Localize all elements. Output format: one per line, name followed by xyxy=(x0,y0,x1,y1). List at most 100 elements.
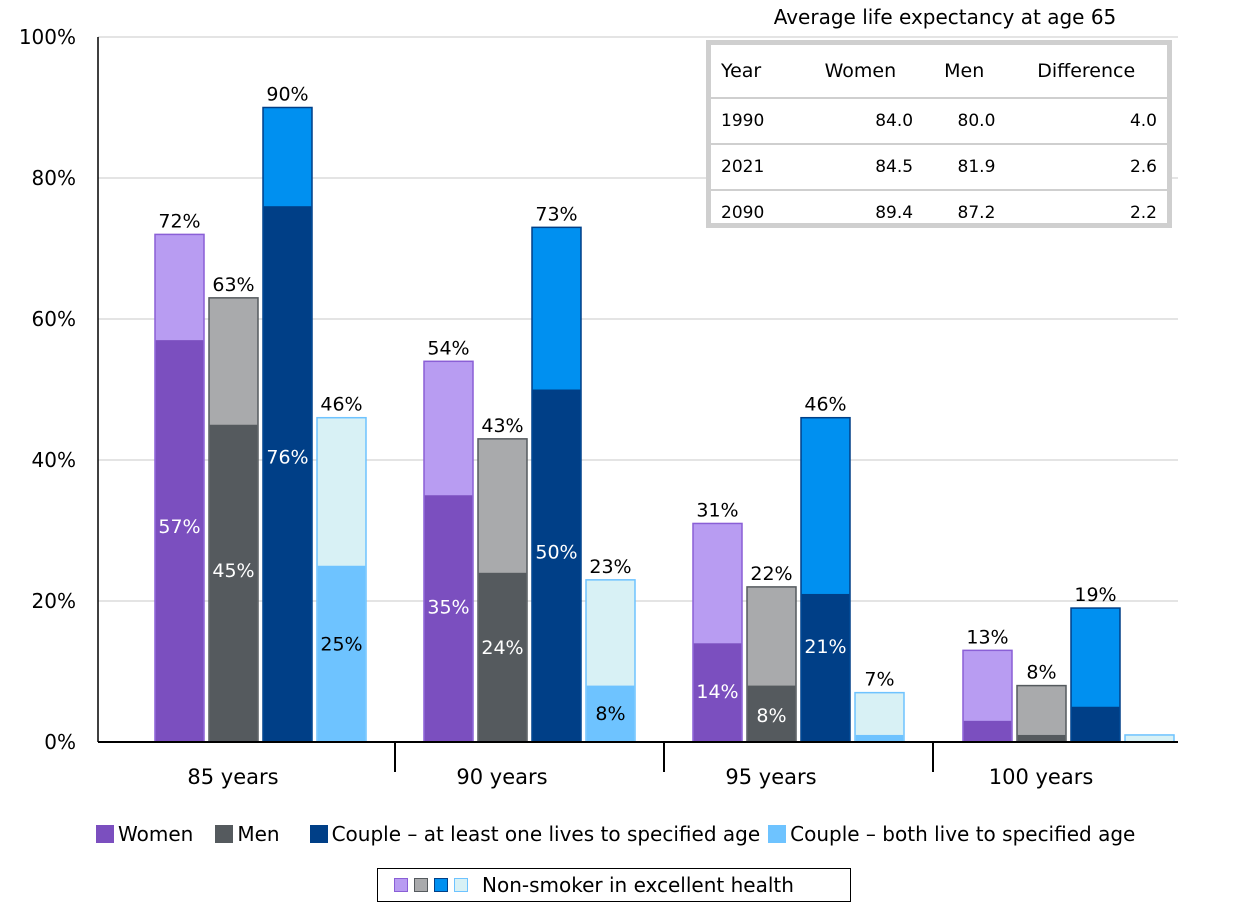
x-category-label: 95 years xyxy=(725,765,816,789)
life-table-cell: 84.5 xyxy=(797,144,924,191)
legend-item: Couple – at least one lives to specified… xyxy=(309,822,761,846)
life-table-cell: 80.0 xyxy=(923,98,1006,145)
y-tick-label: 20% xyxy=(32,589,76,613)
life-table-row: 2090 89.4 87.2 2.2 xyxy=(711,190,1167,235)
bar-average xyxy=(801,593,850,742)
data-label-average: 50% xyxy=(535,542,577,564)
legend-swatch xyxy=(96,825,114,843)
legend-label: Men xyxy=(237,822,280,846)
legend-item: Women xyxy=(96,822,193,846)
life-table-cell: 2.6 xyxy=(1005,144,1167,191)
legend-swatch xyxy=(309,825,328,843)
non-smoker-swatch xyxy=(454,878,468,892)
bar-average xyxy=(424,495,473,742)
bar-non-smoker xyxy=(1124,734,1175,743)
legend-swatch xyxy=(768,825,787,843)
legend-item: Couple – both live to specified age xyxy=(768,822,1135,846)
life-table-row: 2021 84.5 81.9 2.6 xyxy=(711,144,1167,191)
bar-average xyxy=(693,643,742,742)
x-category-label: 100 years xyxy=(989,765,1094,789)
y-tick-label: 80% xyxy=(32,166,76,190)
y-axis-ticks: 0% 20% 40% 60% 80% 100% xyxy=(19,25,99,754)
bar-non-smoker xyxy=(854,691,905,743)
legend-label: Women xyxy=(118,822,194,846)
data-label-non-smoker: 13% xyxy=(966,626,1008,648)
x-axis: 85 years 90 years 95 years 100 years xyxy=(98,741,1178,789)
bars xyxy=(154,106,1175,743)
bar-average xyxy=(155,340,204,742)
legend-swatch xyxy=(215,825,234,843)
data-label-average: 14% xyxy=(696,681,738,703)
bar-average xyxy=(855,734,904,742)
data-label-average: 45% xyxy=(212,560,254,582)
x-category-label: 85 years xyxy=(187,765,278,789)
data-label-average: 24% xyxy=(481,637,523,659)
life-table-header: Year xyxy=(711,45,798,99)
data-label-non-smoker: 90% xyxy=(266,84,308,106)
data-label-average: 57% xyxy=(158,516,200,538)
life-expectancy-table: Year Women Men Difference 1990 84.0 80.0 4.0 20… xyxy=(706,40,1172,228)
life-table-cell: 81.9 xyxy=(923,144,1006,191)
life-table-header: Women xyxy=(797,45,924,99)
y-tick-label: 60% xyxy=(32,307,76,331)
data-label-non-smoker: 54% xyxy=(427,337,469,359)
life-table-header-row: Year Women Men Difference xyxy=(711,45,1167,99)
life-table-title: Average life expectancy at age 65 xyxy=(773,5,1117,29)
life-table-cell: 4.0 xyxy=(1005,98,1167,145)
non-smoker-swatches xyxy=(394,873,474,897)
data-label-non-smoker: 23% xyxy=(589,556,631,578)
life-table-cell: 2090 xyxy=(721,203,765,223)
data-label-non-smoker: 72% xyxy=(158,210,200,232)
data-label-non-smoker: 7% xyxy=(864,669,894,691)
non-smoker-legend-label: Non-smoker in excellent health xyxy=(482,873,794,897)
life-table-cell: 2021 xyxy=(711,144,798,191)
life-table-header: Difference xyxy=(1005,45,1167,99)
data-label-average: 8% xyxy=(595,703,625,725)
data-label-average: 76% xyxy=(266,446,308,468)
non-smoker-legend: Non-smoker in excellent health xyxy=(377,868,851,902)
non-smoker-swatch xyxy=(434,878,448,892)
life-table-cell: 1990 xyxy=(711,98,798,145)
data-label-non-smoker: 63% xyxy=(212,274,254,296)
bar-average xyxy=(263,206,312,742)
bar-average xyxy=(317,565,366,742)
bar-average xyxy=(1071,706,1120,742)
data-label-average: 35% xyxy=(427,597,469,619)
life-table-body: 1990 84.0 80.0 4.0 2021 84.5 81.9 2.6 2090 89.4 87… xyxy=(711,98,1167,235)
bar-average xyxy=(586,685,635,742)
data-label-average: 21% xyxy=(804,636,846,658)
data-label-average: 8% xyxy=(756,705,786,727)
x-category-label: 90 years xyxy=(456,765,547,789)
bar-average xyxy=(209,424,258,742)
data-labels: 72% 57% 63% 45% 90% 76% 46% 25% 54% 35% 43% 24% 73% 5… xyxy=(158,84,1116,728)
data-label-non-smoker: 46% xyxy=(804,394,846,416)
bar-average xyxy=(532,389,581,742)
legend-label: Couple – both live to specified age xyxy=(790,822,1136,846)
life-table-cell: 89.4 xyxy=(875,203,914,223)
y-tick-label: 40% xyxy=(32,448,76,472)
data-label-non-smoker: 46% xyxy=(320,394,362,416)
data-label-non-smoker: 19% xyxy=(1074,584,1116,606)
bar-average xyxy=(1017,734,1066,742)
life-table-row: 1990 84.0 80.0 4.0 xyxy=(711,98,1167,145)
y-tick-label: 100% xyxy=(19,25,76,49)
life-table: Year Women Men Difference 1990 84.0 80.0 4.0 20… xyxy=(711,45,1167,235)
legend: Women Men Couple – at least one lives to s… xyxy=(96,822,1143,848)
bar-average xyxy=(963,720,1012,742)
life-table-cell: 2.2 xyxy=(1129,203,1157,223)
legend-item: Men xyxy=(215,822,280,846)
data-label-average: 25% xyxy=(320,633,362,655)
bar-average xyxy=(478,572,527,742)
data-label-non-smoker: 73% xyxy=(535,203,577,225)
y-tick-label: 0% xyxy=(44,730,76,754)
bar-average xyxy=(747,685,796,742)
life-table-header: Men xyxy=(923,45,1006,99)
life-table-cell: 87.2 xyxy=(957,203,996,223)
bar-non-smoker xyxy=(1016,684,1067,743)
non-smoker-swatch xyxy=(414,878,428,892)
life-table-cell: 84.0 xyxy=(797,98,924,145)
legend-label: Couple – at least one lives to specified… xyxy=(331,822,761,846)
data-label-non-smoker: 31% xyxy=(696,499,738,521)
non-smoker-swatch xyxy=(394,878,408,892)
